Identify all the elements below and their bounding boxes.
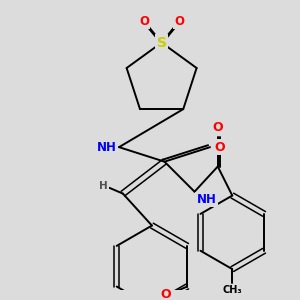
Text: CH₃: CH₃ (223, 285, 242, 296)
Text: O: O (174, 15, 184, 28)
Text: O: O (139, 15, 149, 28)
Text: O: O (160, 288, 171, 300)
Text: O: O (212, 121, 223, 134)
Text: S: S (157, 36, 166, 50)
Text: NH: NH (196, 193, 216, 206)
Text: O: O (214, 141, 225, 154)
Text: H: H (99, 181, 108, 191)
Text: NH: NH (97, 141, 117, 154)
